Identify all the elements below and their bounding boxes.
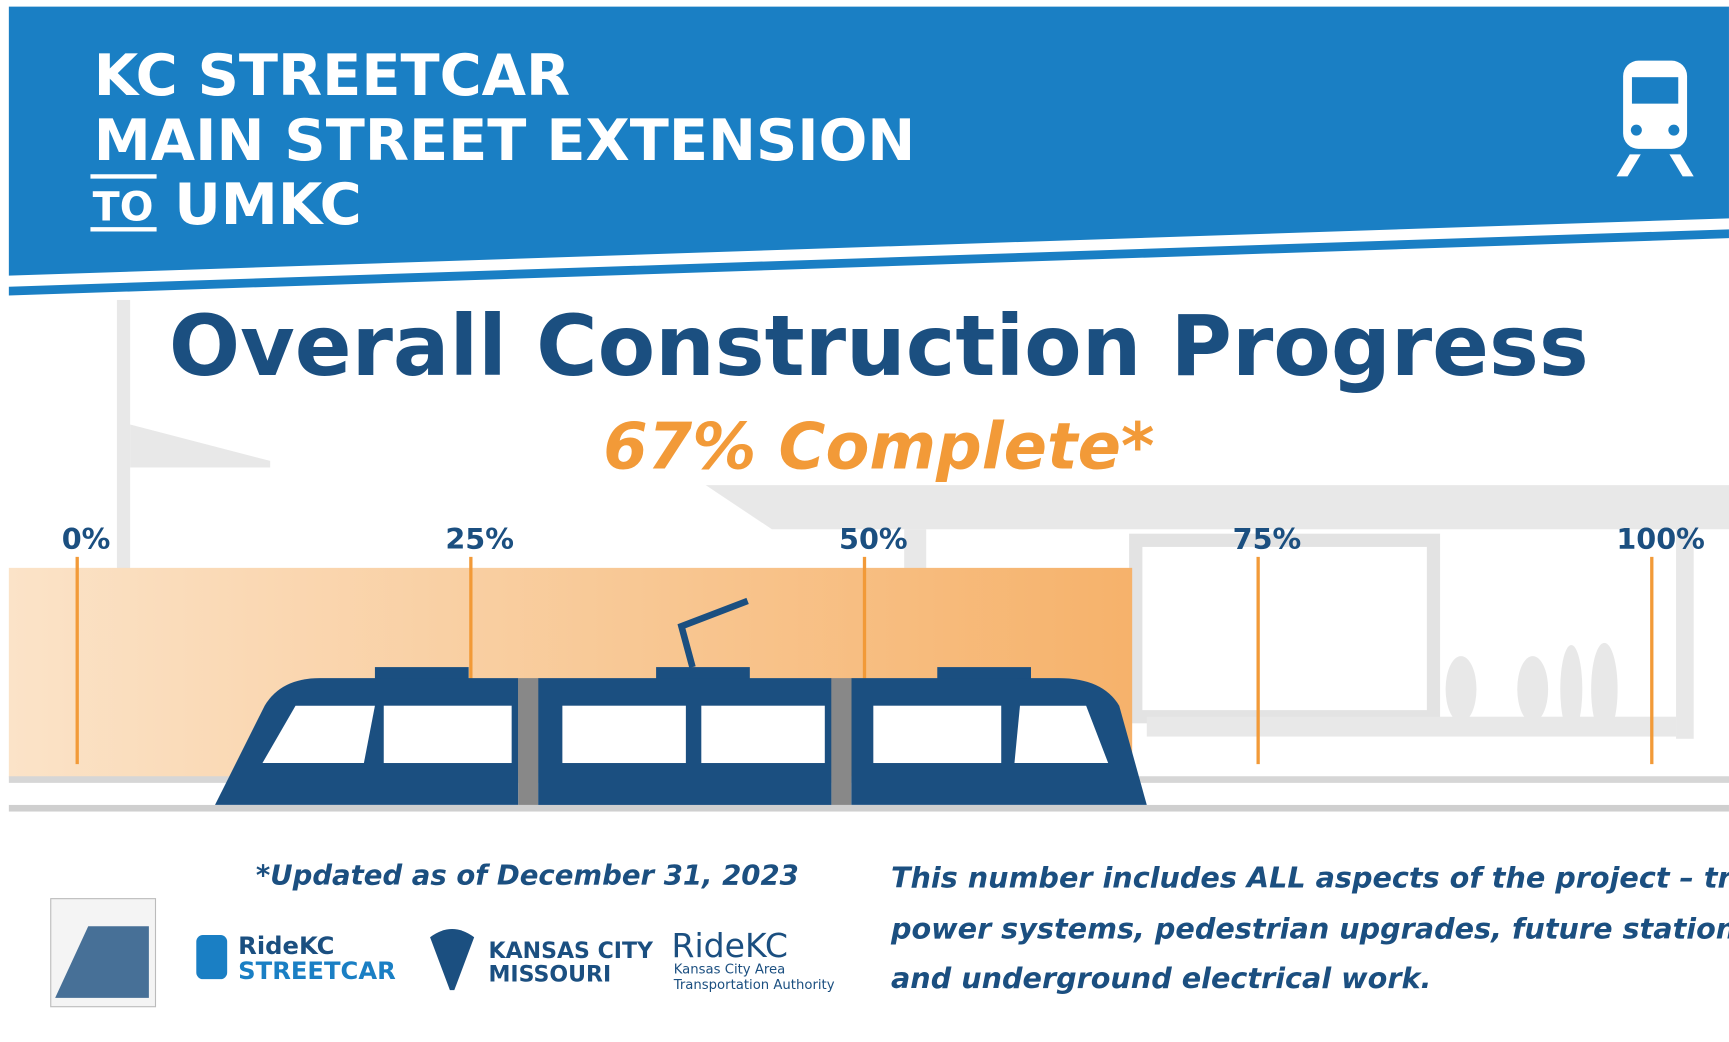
logo-text: RideKC — [672, 926, 788, 965]
progress-label: 67% Complete* — [603, 411, 1154, 485]
constructors-logo — [51, 899, 156, 1007]
logo-text: STREETCAR — [238, 956, 396, 985]
header-line: MAIN STREET EXTENSION — [94, 107, 916, 174]
footnote: *Updated as of December 31, 2023 — [256, 859, 799, 891]
note-line: This number includes ALL aspects of the … — [891, 861, 1729, 895]
rail — [9, 805, 1729, 812]
logo-text: KANSAS CITY — [488, 939, 654, 964]
ridekc-logo: RideKC Kansas City Area Transportation A… — [672, 926, 835, 993]
header-destination: UMKC — [174, 171, 362, 238]
logo-text: Transportation Authority — [673, 978, 835, 993]
header-to: TO — [93, 185, 154, 231]
tick-label: 75% — [1233, 522, 1302, 556]
title: Overall Construction Progress — [169, 297, 1589, 395]
streetcar-logo: RideKC STREETCAR — [196, 931, 396, 985]
header-line: KC STREETCAR — [94, 42, 570, 109]
tick-label: 50% — [839, 522, 908, 556]
tick-label: 0% — [62, 522, 111, 556]
note-line: and underground electrical work. — [891, 961, 1431, 995]
infographic: KC STREETCAR MAIN STREET EXTENSION TO UM… — [0, 0, 1729, 1042]
logo-text: MISSOURI — [488, 962, 611, 987]
page: {"header": {"title_lines": ["KC STREETCA… — [0, 0, 1729, 1042]
logo-text: Kansas City Area — [674, 963, 786, 978]
tick-label: 25% — [445, 522, 514, 556]
city-logo: KANSAS CITY MISSOURI — [430, 929, 654, 990]
note-line: power systems, pedestrian upgrades, futu… — [890, 911, 1729, 945]
tick-label: 100% — [1616, 522, 1705, 556]
